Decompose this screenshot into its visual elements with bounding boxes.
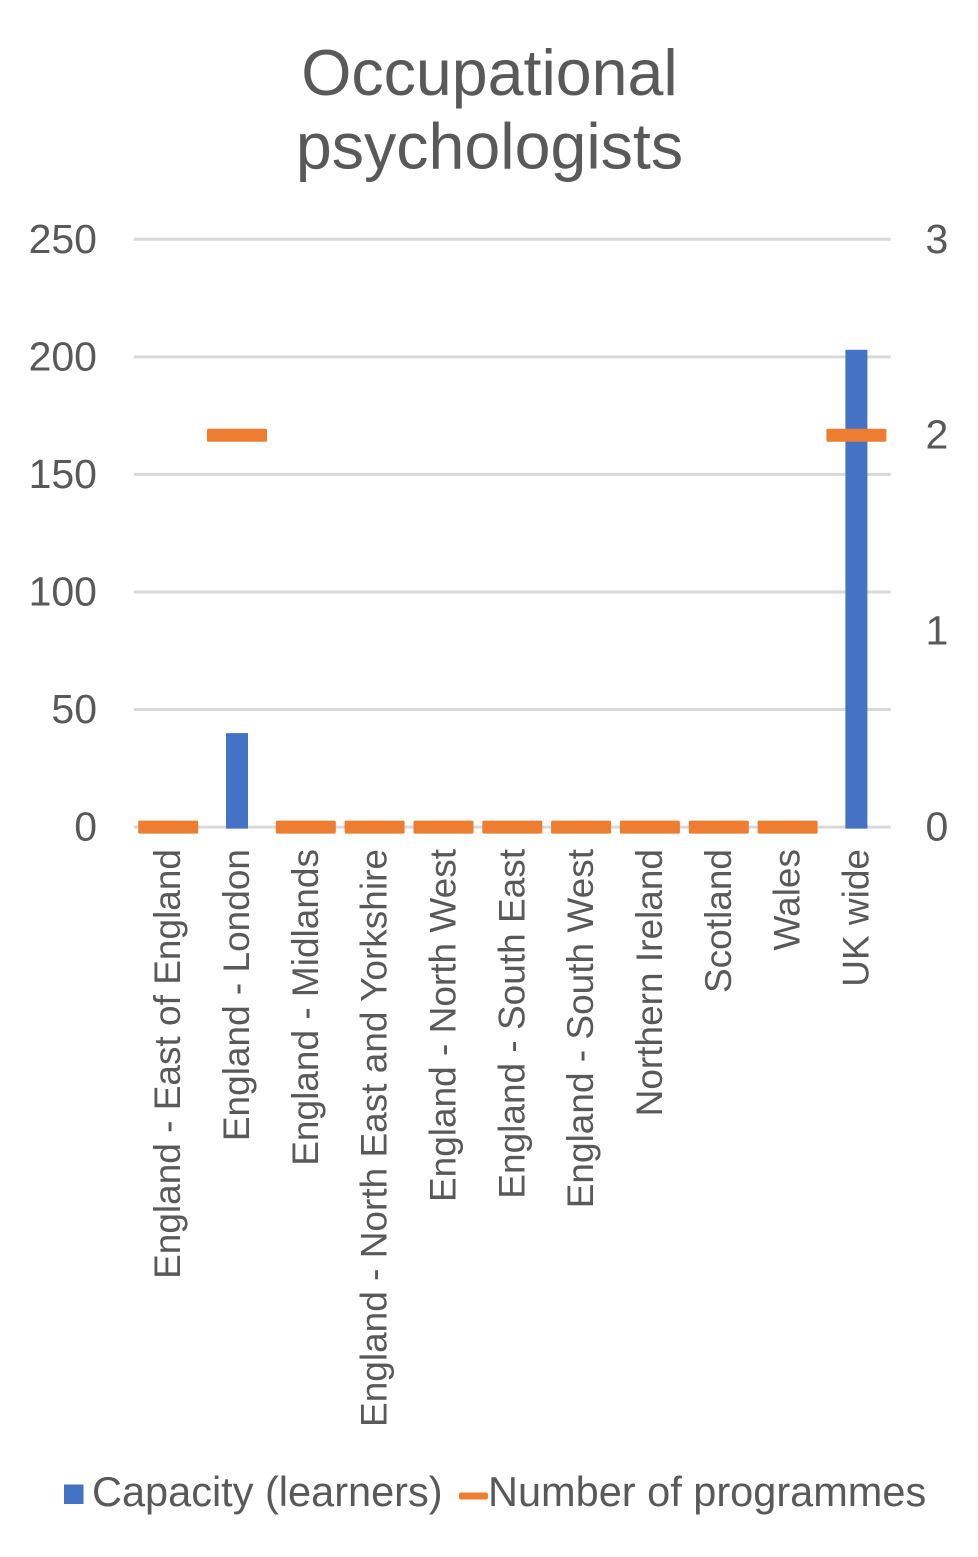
svg-text:200: 200 xyxy=(29,333,97,379)
svg-text:England - North East and Yorks: England - North East and Yorkshire xyxy=(354,849,395,1427)
svg-text:50: 50 xyxy=(51,686,97,732)
svg-text:England - Midlands: England - Midlands xyxy=(285,849,326,1166)
svg-text:Wales: Wales xyxy=(767,849,808,950)
svg-text:England - East of England: England - East of England xyxy=(147,849,188,1279)
svg-text:Scotland: Scotland xyxy=(698,849,739,993)
svg-text:1: 1 xyxy=(926,608,949,654)
svg-text:UK wide: UK wide xyxy=(835,849,876,987)
svg-text:250: 250 xyxy=(29,216,97,262)
svg-text:England - South West: England - South West xyxy=(560,848,601,1208)
svg-text:England - London: England - London xyxy=(216,849,257,1141)
svg-text:Occupational: Occupational xyxy=(301,37,677,109)
svg-text:Number of programmes: Number of programmes xyxy=(488,1468,926,1515)
svg-text:100: 100 xyxy=(29,569,97,615)
svg-text:Capacity (learners): Capacity (learners) xyxy=(92,1468,443,1515)
svg-text:2: 2 xyxy=(926,412,949,458)
svg-text:150: 150 xyxy=(29,451,97,497)
svg-text:Northern Ireland: Northern Ireland xyxy=(629,849,670,1116)
svg-text:0: 0 xyxy=(74,804,97,850)
svg-text:0: 0 xyxy=(926,804,949,850)
svg-text:3: 3 xyxy=(926,216,949,262)
svg-text:psychologists: psychologists xyxy=(296,111,683,183)
svg-text:England - North West: England - North West xyxy=(423,848,464,1202)
svg-text:England - South East: England - South East xyxy=(491,848,532,1198)
